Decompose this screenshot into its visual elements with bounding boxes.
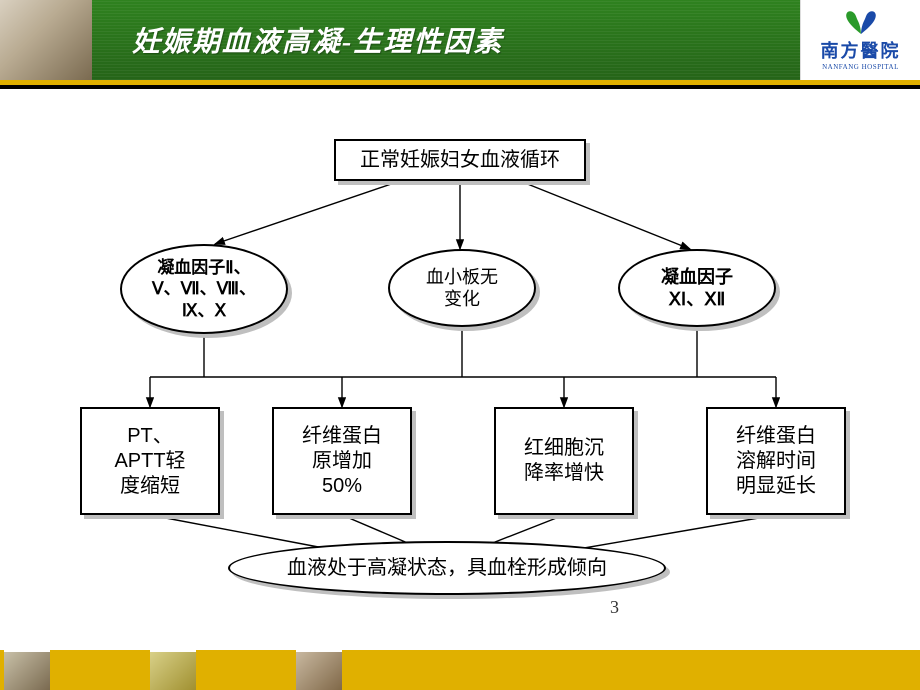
footer-thumb-1: [4, 650, 50, 690]
node-mid3: 凝血因子 ⅩⅠ、ⅩⅡ: [618, 249, 776, 327]
node-mid1: 凝血因子Ⅱ、 Ⅴ、Ⅶ、Ⅷ、 Ⅸ、Ⅹ: [120, 244, 288, 334]
slide-header: 妊娠期血液高凝-生理性因素 南方醫院 NANFANG HOSPITAL: [0, 0, 920, 80]
logo-text-en: NANFANG HOSPITAL: [822, 63, 899, 71]
node-bot4: 纤维蛋白 溶解时间 明显延长: [706, 407, 846, 515]
flowchart-canvas: 正常妊娠妇女血液循环凝血因子Ⅱ、 Ⅴ、Ⅶ、Ⅷ、 Ⅸ、Ⅹ 血小板无 变化 凝血因子 Ⅹ…: [0, 89, 920, 650]
node-bot2: 纤维蛋白 原增加 50%: [272, 407, 412, 515]
node-bot3: 红细胞沉 降率增快: [494, 407, 634, 515]
footer-thumb-3: [296, 650, 342, 690]
hospital-logo: 南方醫院 NANFANG HOSPITAL: [800, 0, 920, 80]
slide-footer: [0, 650, 920, 690]
logo-text-cn: 南方醫院: [821, 37, 901, 63]
node-top: 正常妊娠妇女血液循环: [334, 139, 586, 181]
slide-title: 妊娠期血液高凝-生理性因素: [132, 20, 503, 60]
heart-icon: [844, 9, 878, 35]
footer-thumb-2: [150, 650, 196, 690]
node-bot1: PT、 APTT轻 度缩短: [80, 407, 220, 515]
header-photo: [0, 0, 92, 80]
node-final: 血液处于高凝状态，具血栓形成倾向: [228, 541, 666, 595]
node-mid2: 血小板无 变化: [388, 249, 536, 327]
page-number: 3: [610, 597, 619, 618]
